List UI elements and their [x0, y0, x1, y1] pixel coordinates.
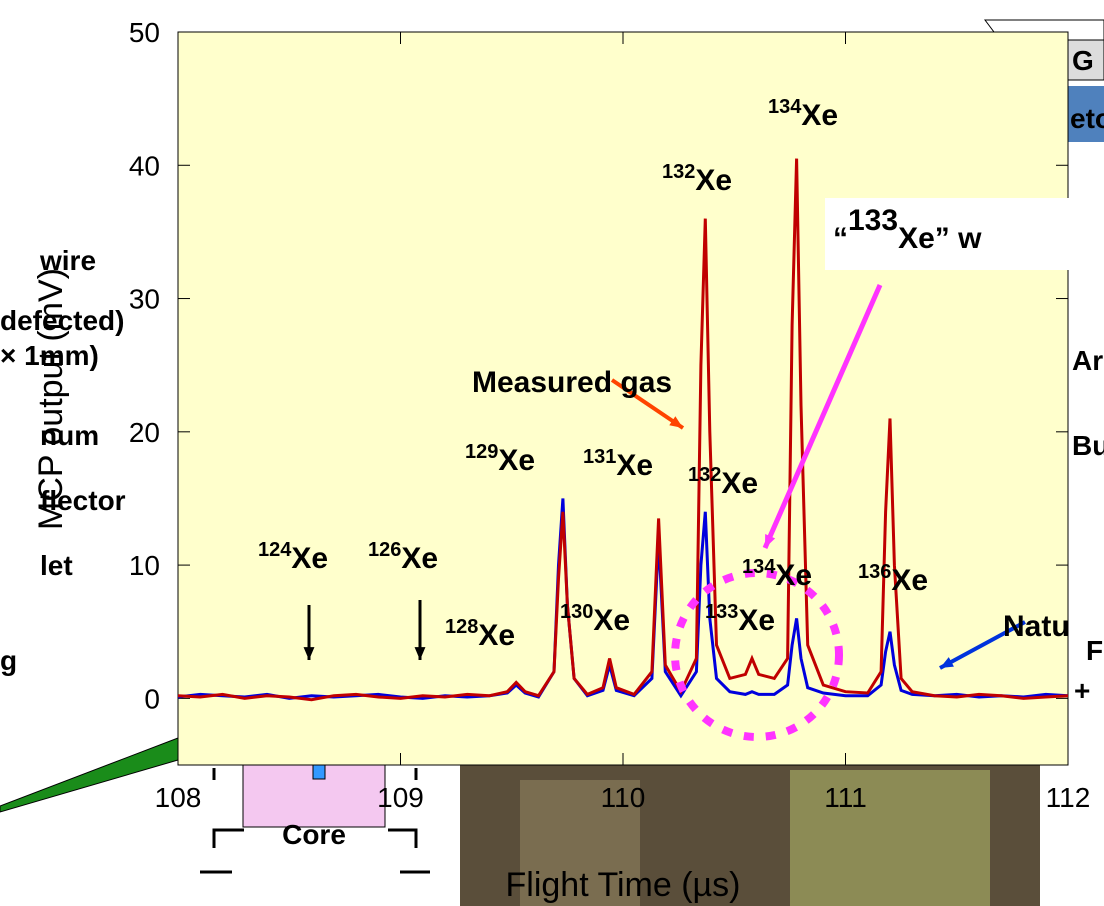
y-tick-label: 50: [129, 17, 160, 48]
y-tick-label: 20: [129, 417, 160, 448]
annotation-superscript: 128: [445, 616, 478, 638]
annotation-superscript: 133: [848, 204, 898, 237]
arrow: [939, 620, 1026, 670]
green-wedge: [0, 737, 179, 813]
annotation-superscript: 130: [560, 601, 593, 623]
background-text: Core: [282, 819, 346, 850]
x-tick-label: 111: [824, 782, 867, 813]
annotation-text: Xe: [478, 619, 515, 652]
label-box: [825, 198, 1104, 270]
arrow-head: [940, 657, 954, 668]
background-text: num: [40, 420, 99, 451]
background-text: G: [1072, 45, 1094, 76]
background-text: Bu: [1072, 430, 1104, 461]
annotation-text: Xe: [721, 467, 758, 500]
annotation-superscript: 133: [705, 601, 738, 623]
arrow-head: [414, 647, 426, 660]
x-axis-title: Flight Time (µs): [506, 866, 741, 904]
annotation-text: Xe: [891, 564, 928, 597]
annotation: 132Xe: [662, 161, 732, 197]
highlight-ellipse: [671, 569, 843, 741]
arrow: [610, 378, 685, 430]
x-tick-label: 108: [155, 782, 202, 813]
annotation-text: Natu: [1003, 610, 1070, 643]
background-text: defected): [0, 305, 124, 336]
y-tick-label: 0: [144, 683, 160, 714]
box-blue: [1068, 86, 1104, 142]
y-tick-label: 30: [129, 284, 160, 315]
blue-square: [312, 764, 326, 780]
annotation-superscript: 124: [258, 539, 292, 561]
annotation-text: Xe: [616, 449, 653, 482]
annotation-prefix: “: [833, 222, 848, 255]
x-tick-label: 110: [601, 782, 646, 813]
annotation: 134Xe: [768, 96, 838, 132]
box-g: [1067, 39, 1104, 81]
annotation-text: Xe: [695, 164, 732, 197]
annotation-text: Xe: [801, 99, 838, 132]
annotation-superscript: 131: [583, 446, 616, 468]
background-text: eto: [1070, 103, 1104, 134]
x-tick-label: 112: [1046, 782, 1091, 813]
photo-detail: [520, 780, 640, 906]
annotation: 126Xe: [368, 539, 438, 575]
arrow-head: [669, 416, 683, 428]
annotation-superscript: 129: [465, 441, 498, 463]
core-bracket: [200, 768, 430, 874]
annotation-text: Xe: [401, 542, 438, 575]
background-text: g: [0, 645, 17, 676]
annotation: 124Xe: [258, 539, 328, 575]
arrow-head: [303, 647, 315, 660]
x-tick-label: 109: [377, 782, 424, 813]
annotation: 131Xe: [583, 446, 653, 482]
core-bracket: [212, 828, 244, 845]
series-line: [177, 158, 1069, 702]
background-text: × 1mm): [0, 340, 99, 371]
photo-detail: [790, 770, 990, 906]
annotation-text: Measured gas: [472, 366, 672, 399]
annotation-superscript: 136: [858, 561, 891, 583]
annotation: 130Xe: [560, 601, 630, 637]
background-text: wire: [39, 245, 96, 276]
annotation-text: Xe” w: [898, 222, 982, 255]
annotation-text: Xe: [775, 559, 812, 592]
annotation: 129Xe: [465, 441, 535, 477]
background-text: F: [1086, 635, 1103, 666]
y-tick-label: 40: [129, 150, 160, 181]
background-text: flector: [40, 485, 126, 516]
annotation-superscript: 134: [768, 96, 802, 118]
annotation: 133Xe: [705, 601, 775, 637]
annotation: 136Xe: [858, 561, 928, 597]
arrow: [762, 283, 883, 550]
annotation-text: Xe: [291, 542, 328, 575]
y-tick-label: 10: [129, 550, 160, 581]
background-text: let: [40, 550, 73, 581]
annotation: 134Xe: [742, 556, 812, 592]
background-text: Ar: [1072, 345, 1103, 376]
annotation: “133Xe” w: [833, 204, 982, 255]
y-axis-title: MCP output (mV): [32, 268, 70, 530]
annotation: 128Xe: [445, 616, 515, 652]
annotation: Natu: [1003, 610, 1070, 643]
annotation: Measured gas: [472, 366, 672, 399]
annotation-text: Xe: [738, 604, 775, 637]
annotation-superscript: 132: [662, 161, 695, 183]
annotation-superscript: 134: [742, 556, 776, 578]
plot-area: [177, 31, 1069, 766]
annotation-text: Xe: [498, 444, 535, 477]
annotation-text: Xe: [593, 604, 630, 637]
annotation: 132Xe: [688, 464, 758, 500]
annotation-superscript: 126: [368, 539, 401, 561]
background-text: +: [1074, 675, 1090, 706]
arrow-head: [765, 534, 776, 548]
annotation-superscript: 132: [688, 464, 721, 486]
